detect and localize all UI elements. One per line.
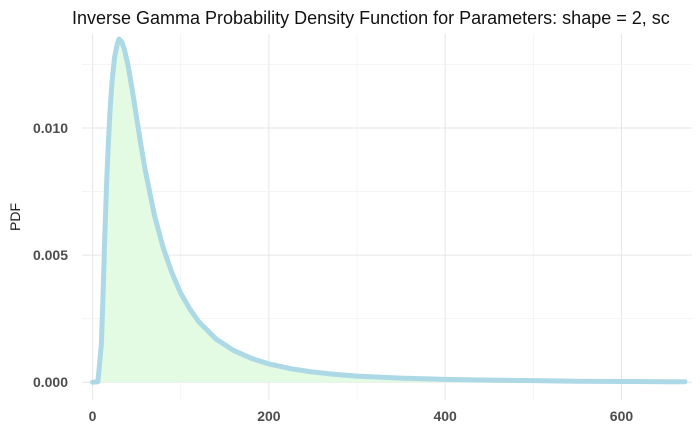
- tick-labels: 0 200 400 600 0.000 0.005 0.010: [33, 120, 633, 424]
- x-tick-label: 0: [89, 408, 97, 424]
- chart-title: Inverse Gamma Probability Density Functi…: [72, 8, 670, 28]
- density-area-layer: [92, 39, 685, 383]
- x-tick-label: 400: [433, 408, 457, 424]
- x-tick-label: 200: [257, 408, 281, 424]
- y-tick-label: 0.000: [33, 374, 68, 390]
- y-axis-title: PDF: [7, 203, 23, 231]
- y-tick-label: 0.010: [33, 120, 68, 136]
- density-area: [92, 39, 685, 383]
- density-curve: [90, 36, 688, 385]
- grid-lines: [82, 34, 692, 400]
- y-tick-label: 0.005: [33, 247, 68, 263]
- density-curve-layer: [90, 36, 688, 385]
- x-tick-label: 600: [610, 408, 634, 424]
